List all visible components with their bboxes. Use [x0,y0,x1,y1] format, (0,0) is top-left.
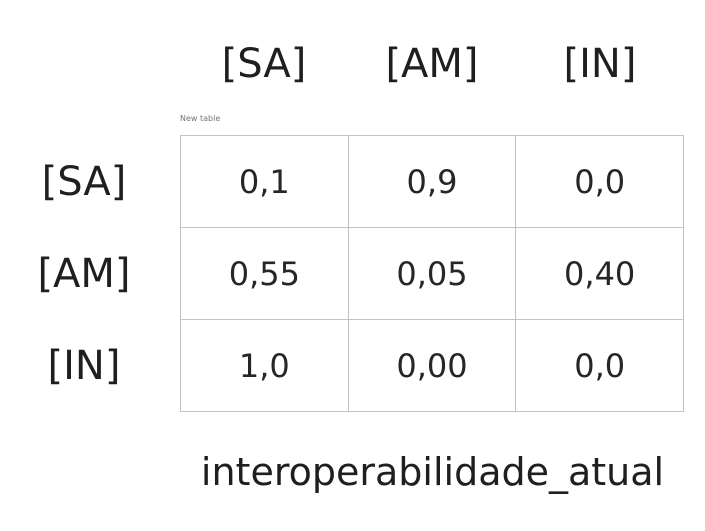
table-cell: 0,05 [347,227,517,320]
table-row: 0,1 0,9 0,0 [180,135,684,228]
table-cell: 0,55 [180,227,349,320]
table-caption: New table [180,114,221,123]
table-cell: 0,40 [515,227,684,320]
row-header-in: [IN] [47,343,121,389]
footer-title: interoperabilidade_atual [200,450,665,494]
table-cell: 0,9 [347,135,517,228]
column-header-am: [AM] [385,41,479,87]
column-header-sa: [SA] [221,41,307,87]
table-row: 1,0 0,00 0,0 [180,319,684,412]
row-header-sa: [SA] [41,159,127,205]
row-header-am: [AM] [37,251,131,297]
table-cell: 0,00 [347,319,517,412]
probability-matrix: 0,1 0,9 0,0 0,55 0,05 0,40 1,0 0,00 0,0 [180,135,684,412]
table-cell: 1,0 [180,319,349,412]
table-cell: 0,0 [515,319,684,412]
table-cell: 0,0 [515,135,684,228]
column-header-in: [IN] [563,41,637,87]
table-row: 0,55 0,05 0,40 [180,227,684,320]
table-cell: 0,1 [180,135,349,228]
